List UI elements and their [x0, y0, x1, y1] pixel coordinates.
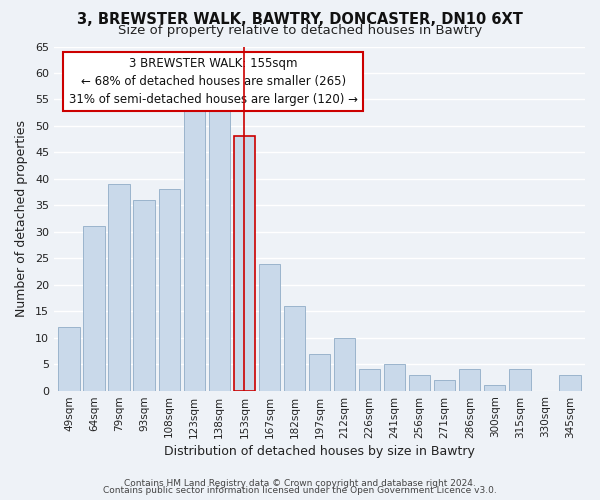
Text: Contains HM Land Registry data © Crown copyright and database right 2024.: Contains HM Land Registry data © Crown c… [124, 478, 476, 488]
Bar [83, 226, 104, 390]
Bar [359, 370, 380, 390]
Bar [409, 374, 430, 390]
Bar [184, 110, 205, 390]
Bar [334, 338, 355, 390]
Bar [384, 364, 405, 390]
Bar [434, 380, 455, 390]
X-axis label: Distribution of detached houses by size in Bawtry: Distribution of detached houses by size … [164, 444, 475, 458]
Text: 3, BREWSTER WALK, BAWTRY, DONCASTER, DN10 6XT: 3, BREWSTER WALK, BAWTRY, DONCASTER, DN1… [77, 12, 523, 28]
Bar [459, 370, 481, 390]
Bar [509, 370, 530, 390]
Bar [484, 386, 505, 390]
Text: Size of property relative to detached houses in Bawtry: Size of property relative to detached ho… [118, 24, 482, 37]
Y-axis label: Number of detached properties: Number of detached properties [15, 120, 28, 317]
Bar [109, 184, 130, 390]
Bar [559, 374, 581, 390]
Bar [133, 200, 155, 390]
Bar [309, 354, 330, 391]
Bar [209, 104, 230, 391]
Text: 3 BREWSTER WALK: 155sqm
← 68% of detached houses are smaller (265)
31% of semi-d: 3 BREWSTER WALK: 155sqm ← 68% of detache… [69, 57, 358, 106]
Bar [158, 190, 180, 390]
Text: Contains public sector information licensed under the Open Government Licence v3: Contains public sector information licen… [103, 486, 497, 495]
Bar [58, 327, 80, 390]
Bar [284, 306, 305, 390]
Bar [259, 264, 280, 390]
Bar [233, 136, 255, 390]
